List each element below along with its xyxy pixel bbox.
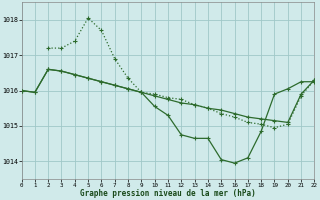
X-axis label: Graphe pression niveau de la mer (hPa): Graphe pression niveau de la mer (hPa) <box>80 189 256 198</box>
